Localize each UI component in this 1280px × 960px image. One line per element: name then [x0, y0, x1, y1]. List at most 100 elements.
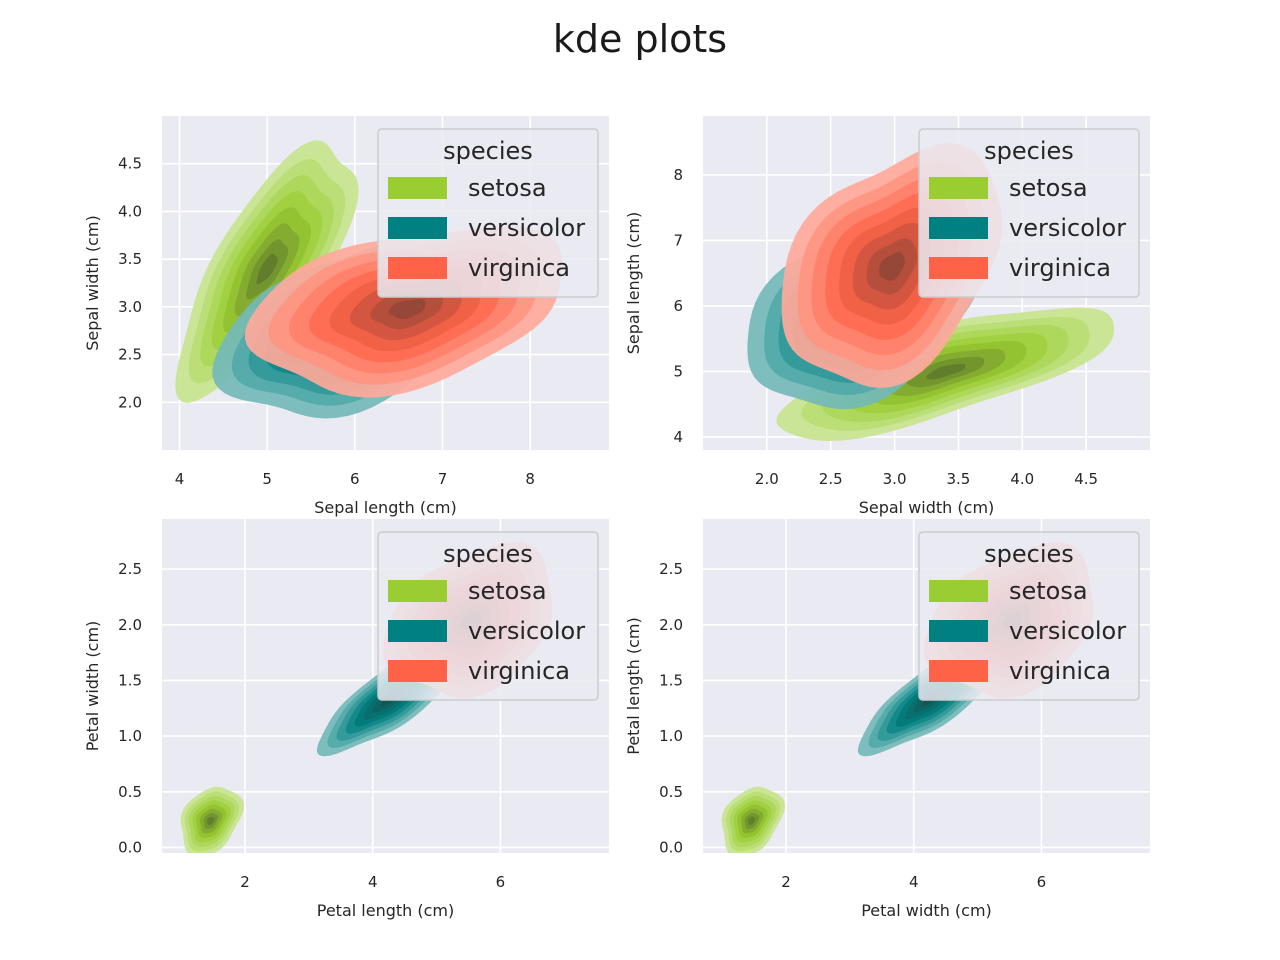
legend-label-virginica: virginica — [468, 657, 570, 685]
legend-label-virginica: virginica — [1009, 254, 1111, 282]
subplot-3: 2 4 6 0.0 0.5 1.0 1.5 2.0 2.5 Petal length (cm) Pe… — [83, 519, 609, 920]
x-axis-label: Sepal width (cm) — [859, 498, 995, 517]
legend-label-virginica: virginica — [1009, 657, 1111, 685]
y-tick-label: 2.0 — [118, 616, 142, 634]
y-tick-label: 6 — [673, 297, 683, 315]
y-tick-label: 4.5 — [118, 155, 142, 173]
legend: species setosa versicolor virginica — [918, 128, 1140, 298]
legend-swatch-virginica — [388, 257, 447, 279]
x-tick-label: 8 — [525, 470, 535, 488]
legend-title: species — [984, 540, 1074, 568]
x-tick-label: 4 — [175, 470, 185, 488]
y-tick-label: 3.0 — [118, 298, 142, 316]
legend-frame — [377, 128, 599, 298]
y-tick-label: 0.0 — [118, 838, 142, 856]
legend-swatch-setosa — [929, 580, 988, 602]
legend-label-versicolor: versicolor — [1009, 214, 1126, 242]
kde-level-setosa — [207, 816, 215, 825]
legend-title: species — [443, 540, 533, 568]
kde-setosa — [175, 140, 359, 404]
legend-frame — [377, 531, 599, 701]
y-axis-label: Sepal width (cm) — [83, 215, 102, 351]
kde-setosa — [721, 786, 785, 853]
legend-swatch-versicolor — [929, 620, 988, 642]
legend-label-versicolor: versicolor — [468, 214, 585, 242]
y-tick-label: 4.0 — [118, 202, 142, 220]
subplots: 4 5 6 7 8 2.0 2.5 3.0 3.5 4.0 4.5 Sepal length (cm)… — [83, 116, 1150, 920]
legend-label-versicolor: versicolor — [1009, 617, 1126, 645]
y-tick-label: 1.0 — [659, 727, 683, 745]
y-tick-label: 1.0 — [118, 727, 142, 745]
y-tick-label: 1.5 — [118, 671, 142, 689]
x-axis-label: Sepal length (cm) — [314, 498, 456, 517]
subplot-1: 4 5 6 7 8 2.0 2.5 3.0 3.5 4.0 4.5 Sepal length (cm)… — [83, 116, 609, 517]
x-tick-label: 7 — [438, 470, 448, 488]
y-axis-label: Sepal length (cm) — [624, 212, 643, 354]
legend-swatch-virginica — [929, 257, 988, 279]
kde-level-setosa — [256, 253, 278, 285]
legend-frame — [918, 531, 1140, 701]
legend-label-setosa: setosa — [1009, 577, 1088, 605]
y-tick-label: 0.5 — [118, 783, 142, 801]
legend: species setosa versicolor virginica — [918, 531, 1140, 701]
y-tick-label: 0.0 — [659, 838, 683, 856]
x-tick-label: 6 — [1037, 873, 1047, 891]
y-tick-label: 2.5 — [118, 560, 142, 578]
y-tick-label: 2.0 — [118, 393, 142, 411]
x-tick-label: 4.0 — [1010, 470, 1034, 488]
x-tick-label: 3.5 — [946, 470, 970, 488]
legend-swatch-versicolor — [929, 217, 988, 239]
figure-title: kde plots — [553, 17, 727, 61]
y-axis-label: Petal length (cm) — [624, 617, 643, 754]
y-tick-label: 0.5 — [659, 783, 683, 801]
kde-setosa — [776, 307, 1114, 441]
x-tick-label: 6 — [496, 873, 506, 891]
x-tick-label: 4 — [368, 873, 378, 891]
kde-level-virginica — [388, 299, 426, 320]
legend: species setosa versicolor virginica — [377, 531, 599, 701]
subplot-4: 2 4 6 0.0 0.5 1.0 1.5 2.0 2.5 Petal width (cm) Pet… — [624, 519, 1150, 920]
y-tick-label: 5 — [673, 362, 683, 380]
y-tick-label: 2.5 — [118, 346, 142, 364]
x-tick-label: 2 — [781, 873, 791, 891]
x-tick-label: 2.5 — [819, 470, 843, 488]
kde-level-setosa — [748, 816, 756, 825]
y-tick-label: 8 — [673, 166, 683, 184]
x-axis-label: Petal width (cm) — [861, 901, 992, 920]
x-axis-label: Petal length (cm) — [317, 901, 454, 920]
legend-swatch-virginica — [388, 660, 447, 682]
y-tick-label: 2.0 — [659, 616, 683, 634]
legend-label-versicolor: versicolor — [468, 617, 585, 645]
y-tick-label: 3.5 — [118, 250, 142, 268]
legend-label-setosa: setosa — [1009, 174, 1088, 202]
x-tick-label: 2.0 — [755, 470, 779, 488]
legend-title: species — [984, 137, 1074, 165]
x-tick-label: 4 — [909, 873, 919, 891]
x-tick-label: 3.0 — [883, 470, 907, 488]
x-tick-label: 4.5 — [1074, 470, 1098, 488]
legend-label-setosa: setosa — [468, 174, 547, 202]
x-tick-label: 6 — [350, 470, 360, 488]
legend-label-setosa: setosa — [468, 577, 547, 605]
kde-level-setosa — [925, 364, 966, 380]
legend-swatch-setosa — [929, 177, 988, 199]
legend-swatch-setosa — [388, 580, 447, 602]
x-tick-label: 5 — [262, 470, 272, 488]
y-axis-label: Petal width (cm) — [83, 621, 102, 752]
kde-setosa — [180, 786, 244, 853]
legend-swatch-setosa — [388, 177, 447, 199]
kde-level-virginica — [879, 252, 905, 281]
x-tick-label: 2 — [240, 873, 250, 891]
legend-title: species — [443, 137, 533, 165]
legend-swatch-versicolor — [388, 620, 447, 642]
legend-label-virginica: virginica — [468, 254, 570, 282]
y-tick-label: 2.5 — [659, 560, 683, 578]
legend-swatch-virginica — [929, 660, 988, 682]
y-tick-label: 4 — [673, 428, 683, 446]
y-tick-label: 1.5 — [659, 671, 683, 689]
legend: species setosa versicolor virginica — [377, 128, 599, 298]
legend-frame — [918, 128, 1140, 298]
subplot-2: 2.0 2.5 3.0 3.5 4.0 4.5 4 5 6 7 8 Sepal width (cm) S… — [624, 116, 1150, 517]
legend-swatch-versicolor — [388, 217, 447, 239]
